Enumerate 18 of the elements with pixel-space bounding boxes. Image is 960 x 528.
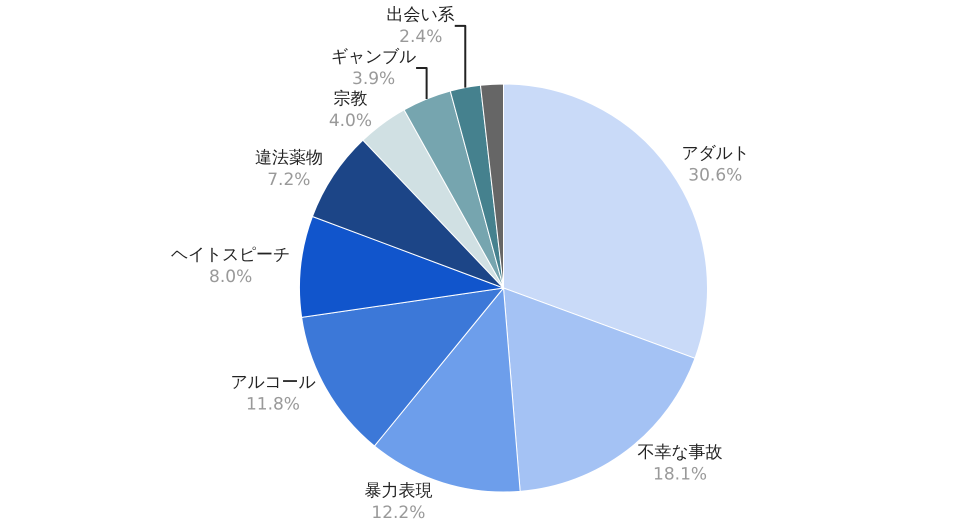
slice-label: 出会い系 <box>386 4 455 25</box>
slice-label: アダルト <box>681 143 750 164</box>
data-label: 11.8% <box>246 394 300 415</box>
slice-label: 暴力表現 <box>364 480 432 501</box>
data-label: 30.6% <box>688 165 742 186</box>
data-label: 4.0% <box>328 111 372 132</box>
slice-label: アルコール <box>230 372 316 393</box>
data-label: 12.2% <box>371 503 426 524</box>
slice-label: 宗教 <box>333 89 368 110</box>
data-label: 7.2% <box>267 170 310 190</box>
data-label: 3.9% <box>352 69 396 90</box>
data-label: 18.1% <box>653 464 708 485</box>
slice-label: ギャンブル <box>331 46 416 67</box>
data-label: 8.0% <box>209 267 252 288</box>
slice-label: 不幸な事故 <box>638 442 723 463</box>
slice-label: 違法薬物 <box>254 148 323 168</box>
slice-label: ヘイトスピーチ <box>171 244 290 265</box>
data-label: 2.4% <box>399 26 442 47</box>
